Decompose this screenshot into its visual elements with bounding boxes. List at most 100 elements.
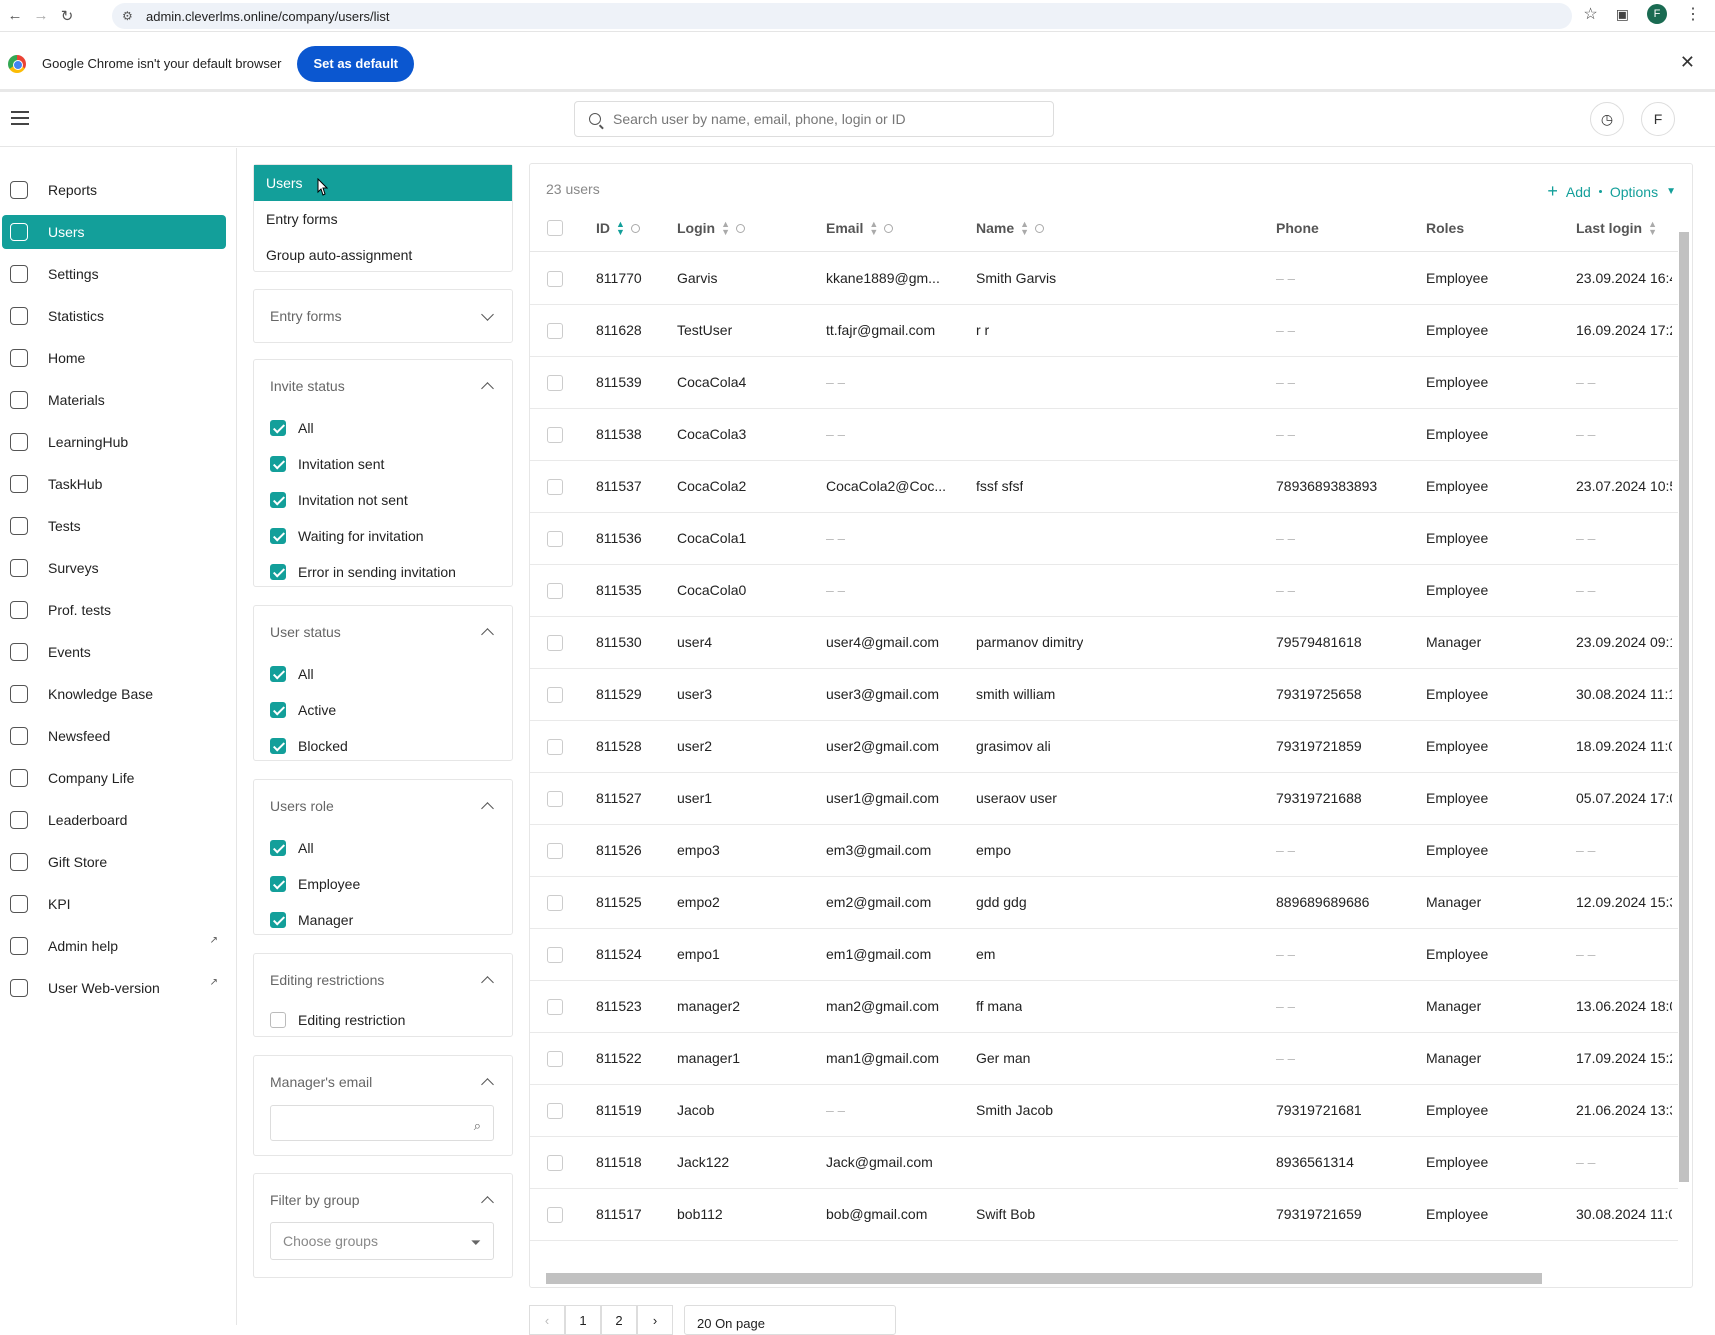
history-icon[interactable]: ◷ — [1590, 102, 1624, 136]
search-icon[interactable]: ⌕ — [473, 1118, 481, 1133]
back-arrow-icon[interactable]: ← — [7, 7, 23, 24]
table-row[interactable]: 811523 manager2 man2@gmail.com ff mana – – Ma… — [530, 981, 1678, 1033]
filter-funnel-icon[interactable]: ⏷ — [470, 1235, 481, 1250]
next-page-icon[interactable]: › — [637, 1305, 673, 1335]
table-row[interactable]: 811528 user2 user2@gmail.com grasimov ali 79… — [530, 721, 1678, 773]
sidebar-item-settings[interactable]: Settings — [2, 257, 226, 291]
table-row[interactable]: 811517 bob112 bob@gmail.com Swift Bob 793197… — [530, 1189, 1678, 1241]
plus-icon[interactable]: + — [1547, 181, 1558, 201]
table-row[interactable]: 811519 Jacob – – Smith Jacob 79319721681 Empl… — [530, 1085, 1678, 1137]
row-checkbox[interactable] — [547, 947, 563, 963]
column-name[interactable]: Name ▲ ▼ — [976, 219, 1045, 237]
role-all-checkbox[interactable]: All — [270, 837, 314, 859]
add-user-button[interactable]: Add — [1565, 183, 1591, 200]
checkbox-checked-icon[interactable] — [270, 420, 286, 436]
sort-icon[interactable]: ▲ ▼ — [616, 219, 625, 237]
bookmark-star-icon[interactable]: ☆ — [1583, 6, 1598, 23]
row-checkbox[interactable] — [547, 375, 563, 391]
chevron-up-icon[interactable] — [481, 976, 494, 989]
row-checkbox[interactable] — [547, 739, 563, 755]
close-icon[interactable]: ✕ — [1679, 52, 1695, 72]
table-row[interactable]: 811522 manager1 man1@gmail.com Ger man – – Ma… — [530, 1033, 1678, 1085]
sidebar-item-user-web-version[interactable]: User Web-version ↗ — [2, 971, 226, 1005]
row-checkbox[interactable] — [547, 271, 563, 287]
table-row[interactable]: 811524 empo1 em1@gmail.com em – – Employee – – — [530, 929, 1678, 981]
status-all-checkbox[interactable]: All — [270, 663, 314, 685]
horizontal-scrollbar[interactable] — [530, 1267, 1678, 1287]
checkbox-checked-icon[interactable] — [270, 738, 286, 754]
role-manager-checkbox[interactable]: Manager — [270, 909, 353, 931]
sort-icon[interactable]: ▲ ▼ — [869, 219, 879, 237]
page-2-button[interactable]: 2 — [601, 1305, 637, 1335]
role-employee-checkbox[interactable]: Employee — [270, 873, 360, 895]
checkbox-checked-icon[interactable] — [270, 456, 286, 472]
options-button[interactable]: Options — [1609, 183, 1659, 200]
managers-email-input[interactable]: ⌕ — [270, 1105, 494, 1141]
extensions-icon[interactable]: ▣ — [1615, 5, 1629, 22]
search-icon[interactable] — [1035, 223, 1045, 233]
page-1-button[interactable]: 1 — [565, 1305, 601, 1335]
user-avatar[interactable]: F — [1641, 102, 1675, 136]
submenu-item-users[interactable]: Users — [254, 165, 512, 201]
chevron-down-icon[interactable] — [481, 308, 494, 321]
table-row[interactable]: 811536 CocaCola1 – – – – Employee – – — [530, 513, 1678, 565]
sidebar-item-company-life[interactable]: Company Life — [2, 761, 226, 795]
row-checkbox[interactable] — [547, 1207, 563, 1223]
checkbox-checked-icon[interactable] — [270, 666, 286, 682]
status-blocked-checkbox[interactable]: Blocked — [270, 735, 348, 757]
hamburger-menu-icon[interactable] — [11, 111, 29, 125]
sort-icon[interactable]: ▲ ▼ — [1648, 219, 1658, 237]
sidebar-item-gift-store[interactable]: Gift Store — [2, 845, 226, 879]
chevron-up-icon[interactable] — [481, 802, 494, 815]
sidebar-item-knowledge-base[interactable]: Knowledge Base — [2, 677, 226, 711]
table-row[interactable]: 811527 user1 user1@gmail.com useraov user 79… — [530, 773, 1678, 825]
row-checkbox[interactable] — [547, 791, 563, 807]
sidebar-item-statistics[interactable]: Statistics — [2, 299, 226, 333]
choose-groups-input[interactable]: Choose groups ⏷ — [270, 1222, 494, 1260]
table-row[interactable]: 811539 CocaCola4 – – – – Employee – – — [530, 357, 1678, 409]
reload-icon[interactable]: ↻ — [60, 7, 74, 25]
user-search-input[interactable]: Search user by name, email, phone, login… — [574, 101, 1054, 137]
invite-all-checkbox[interactable]: All — [270, 417, 314, 439]
sidebar-item-leaderboard[interactable]: Leaderboard — [2, 803, 226, 837]
sort-icon[interactable]: ▲ ▼ — [721, 219, 731, 237]
checkbox-checked-icon[interactable] — [270, 912, 286, 928]
table-row[interactable]: 811526 empo3 em3@gmail.com empo – – Employee –… — [530, 825, 1678, 877]
row-checkbox[interactable] — [547, 1155, 563, 1171]
sidebar-item-prof-tests[interactable]: Prof. tests — [2, 593, 226, 627]
vertical-scrollbar[interactable] — [1678, 222, 1690, 1276]
chevron-down-icon[interactable]: ▼ — [1666, 186, 1676, 197]
sort-icon[interactable]: ▲ ▼ — [1020, 219, 1030, 237]
submenu-item-group-auto-assignment[interactable]: Group auto-assignment — [266, 247, 413, 263]
row-checkbox[interactable] — [547, 999, 563, 1015]
invitation-not-sent-checkbox[interactable]: Invitation not sent — [270, 489, 408, 511]
row-checkbox[interactable] — [547, 635, 563, 651]
table-row[interactable]: 811530 user4 user4@gmail.com parmanov dimit… — [530, 617, 1678, 669]
sidebar-item-home[interactable]: Home — [2, 341, 226, 375]
site-info-icon[interactable]: ⚙ — [122, 9, 133, 23]
table-row[interactable]: 811770 Garvis kkane1889@gm... Smith Garvis –… — [530, 253, 1678, 305]
invitation-sent-checkbox[interactable]: Invitation sent — [270, 453, 384, 475]
sidebar-item-users[interactable]: Users — [2, 215, 226, 249]
row-checkbox[interactable] — [547, 687, 563, 703]
sidebar-item-surveys[interactable]: Surveys — [2, 551, 226, 585]
browser-menu-icon[interactable]: ⋮ — [1685, 6, 1701, 23]
sidebar-item-events[interactable]: Events — [2, 635, 226, 669]
browser-profile-avatar[interactable]: F — [1647, 4, 1667, 24]
table-row[interactable]: 811628 TestUser tt.fajr@gmail.com r r – – Emp… — [530, 305, 1678, 357]
sidebar-item-kpi[interactable]: KPI — [2, 887, 226, 921]
table-row[interactable]: 811518 Jack122 Jack@gmail.com 8936561314 Emp… — [530, 1137, 1678, 1189]
row-checkbox[interactable] — [547, 1103, 563, 1119]
column-email[interactable]: Email ▲ ▼ — [826, 219, 894, 237]
table-row[interactable]: 811537 CocaCola2 CocaCola2@Coc... fssf sfsf… — [530, 461, 1678, 513]
checkbox-checked-icon[interactable] — [270, 876, 286, 892]
chevron-up-icon[interactable] — [481, 1078, 494, 1091]
set-as-default-button[interactable]: Set as default — [297, 45, 415, 82]
row-checkbox[interactable] — [547, 479, 563, 495]
table-row[interactable]: 811535 CocaCola0 – – – – Employee – – — [530, 565, 1678, 617]
checkbox-checked-icon[interactable] — [270, 564, 286, 580]
submenu-item-entry-forms[interactable]: Entry forms — [266, 211, 338, 227]
chevron-up-icon[interactable] — [481, 1196, 494, 1209]
checkbox-checked-icon[interactable] — [270, 492, 286, 508]
chevron-up-icon[interactable] — [481, 382, 494, 395]
